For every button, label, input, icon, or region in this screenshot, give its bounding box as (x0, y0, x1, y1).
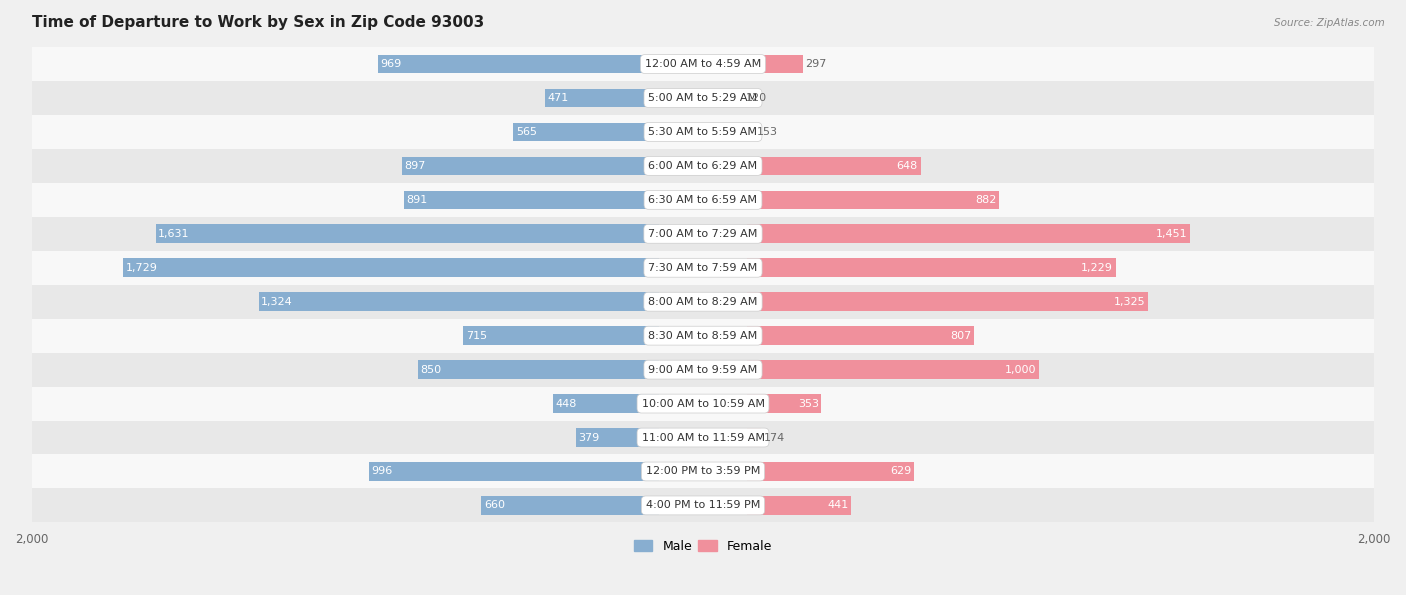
Text: 9:00 AM to 9:59 AM: 9:00 AM to 9:59 AM (648, 365, 758, 375)
Text: 629: 629 (890, 466, 911, 477)
Bar (747, 462, 914, 481)
Text: 1,229: 1,229 (1081, 263, 1112, 273)
Text: 996: 996 (371, 466, 392, 477)
Text: 10:00 AM to 10:59 AM: 10:00 AM to 10:59 AM (641, 399, 765, 409)
Bar (378, 55, 659, 73)
Bar (747, 361, 1039, 379)
Text: 12:00 AM to 4:59 AM: 12:00 AM to 4:59 AM (645, 59, 761, 69)
Text: 1,000: 1,000 (1004, 365, 1036, 375)
Text: 379: 379 (578, 433, 600, 443)
Bar (32, 149, 1374, 183)
Bar (32, 285, 1374, 319)
Text: 12:00 PM to 3:59 PM: 12:00 PM to 3:59 PM (645, 466, 761, 477)
Bar (32, 81, 1374, 115)
Text: 448: 448 (555, 399, 576, 409)
Bar (513, 123, 659, 141)
Bar (402, 156, 659, 176)
Text: 153: 153 (756, 127, 778, 137)
Bar (32, 387, 1374, 421)
Text: 353: 353 (797, 399, 818, 409)
Text: 8:00 AM to 8:29 AM: 8:00 AM to 8:29 AM (648, 297, 758, 306)
Text: 297: 297 (806, 59, 827, 69)
Text: 5:00 AM to 5:29 AM: 5:00 AM to 5:29 AM (648, 93, 758, 103)
Text: 1,451: 1,451 (1156, 229, 1187, 239)
Text: 1,729: 1,729 (125, 263, 157, 273)
Bar (259, 292, 659, 311)
Text: 807: 807 (950, 331, 972, 341)
Bar (32, 421, 1374, 455)
Bar (32, 183, 1374, 217)
Bar (747, 123, 755, 141)
Text: 441: 441 (827, 500, 848, 511)
Bar (32, 115, 1374, 149)
Text: 897: 897 (405, 161, 426, 171)
Bar (747, 156, 921, 176)
Text: 174: 174 (763, 433, 786, 443)
Bar (418, 361, 659, 379)
Bar (747, 428, 762, 447)
Text: 7:30 AM to 7:59 AM: 7:30 AM to 7:59 AM (648, 263, 758, 273)
Text: Time of Departure to Work by Sex in Zip Code 93003: Time of Departure to Work by Sex in Zip … (32, 15, 484, 30)
Text: 850: 850 (420, 365, 441, 375)
Bar (368, 462, 659, 481)
Bar (747, 292, 1147, 311)
Text: 882: 882 (974, 195, 997, 205)
Bar (576, 428, 659, 447)
Bar (122, 258, 659, 277)
Text: 120: 120 (747, 93, 768, 103)
Text: Source: ZipAtlas.com: Source: ZipAtlas.com (1274, 18, 1385, 28)
Text: 648: 648 (897, 161, 918, 171)
Bar (546, 89, 659, 107)
Bar (32, 488, 1374, 522)
Bar (747, 190, 1000, 209)
Bar (32, 217, 1374, 250)
Bar (747, 55, 803, 73)
Text: 660: 660 (484, 500, 505, 511)
Bar (553, 394, 659, 413)
Text: 5:30 AM to 5:59 AM: 5:30 AM to 5:59 AM (648, 127, 758, 137)
Bar (32, 47, 1374, 81)
Bar (747, 224, 1189, 243)
Text: 11:00 AM to 11:59 AM: 11:00 AM to 11:59 AM (641, 433, 765, 443)
Text: 471: 471 (547, 93, 569, 103)
Bar (32, 250, 1374, 285)
Bar (32, 455, 1374, 488)
Bar (747, 258, 1115, 277)
Text: 1,324: 1,324 (262, 297, 292, 306)
Text: 7:00 AM to 7:29 AM: 7:00 AM to 7:29 AM (648, 229, 758, 239)
Bar (463, 326, 659, 345)
Text: 715: 715 (465, 331, 486, 341)
Bar (747, 496, 851, 515)
Legend: Male, Female: Male, Female (628, 535, 778, 558)
Bar (32, 319, 1374, 353)
Bar (703, 89, 744, 107)
Text: 1,631: 1,631 (159, 229, 190, 239)
Bar (747, 394, 821, 413)
Text: 565: 565 (516, 127, 537, 137)
Bar (747, 326, 974, 345)
Bar (156, 224, 659, 243)
Bar (481, 496, 659, 515)
Text: 8:30 AM to 8:59 AM: 8:30 AM to 8:59 AM (648, 331, 758, 341)
Text: 6:00 AM to 6:29 AM: 6:00 AM to 6:29 AM (648, 161, 758, 171)
Text: 1,325: 1,325 (1114, 297, 1144, 306)
Text: 4:00 PM to 11:59 PM: 4:00 PM to 11:59 PM (645, 500, 761, 511)
Text: 969: 969 (381, 59, 402, 69)
Bar (32, 353, 1374, 387)
Bar (404, 190, 659, 209)
Text: 6:30 AM to 6:59 AM: 6:30 AM to 6:59 AM (648, 195, 758, 205)
Text: 891: 891 (406, 195, 427, 205)
